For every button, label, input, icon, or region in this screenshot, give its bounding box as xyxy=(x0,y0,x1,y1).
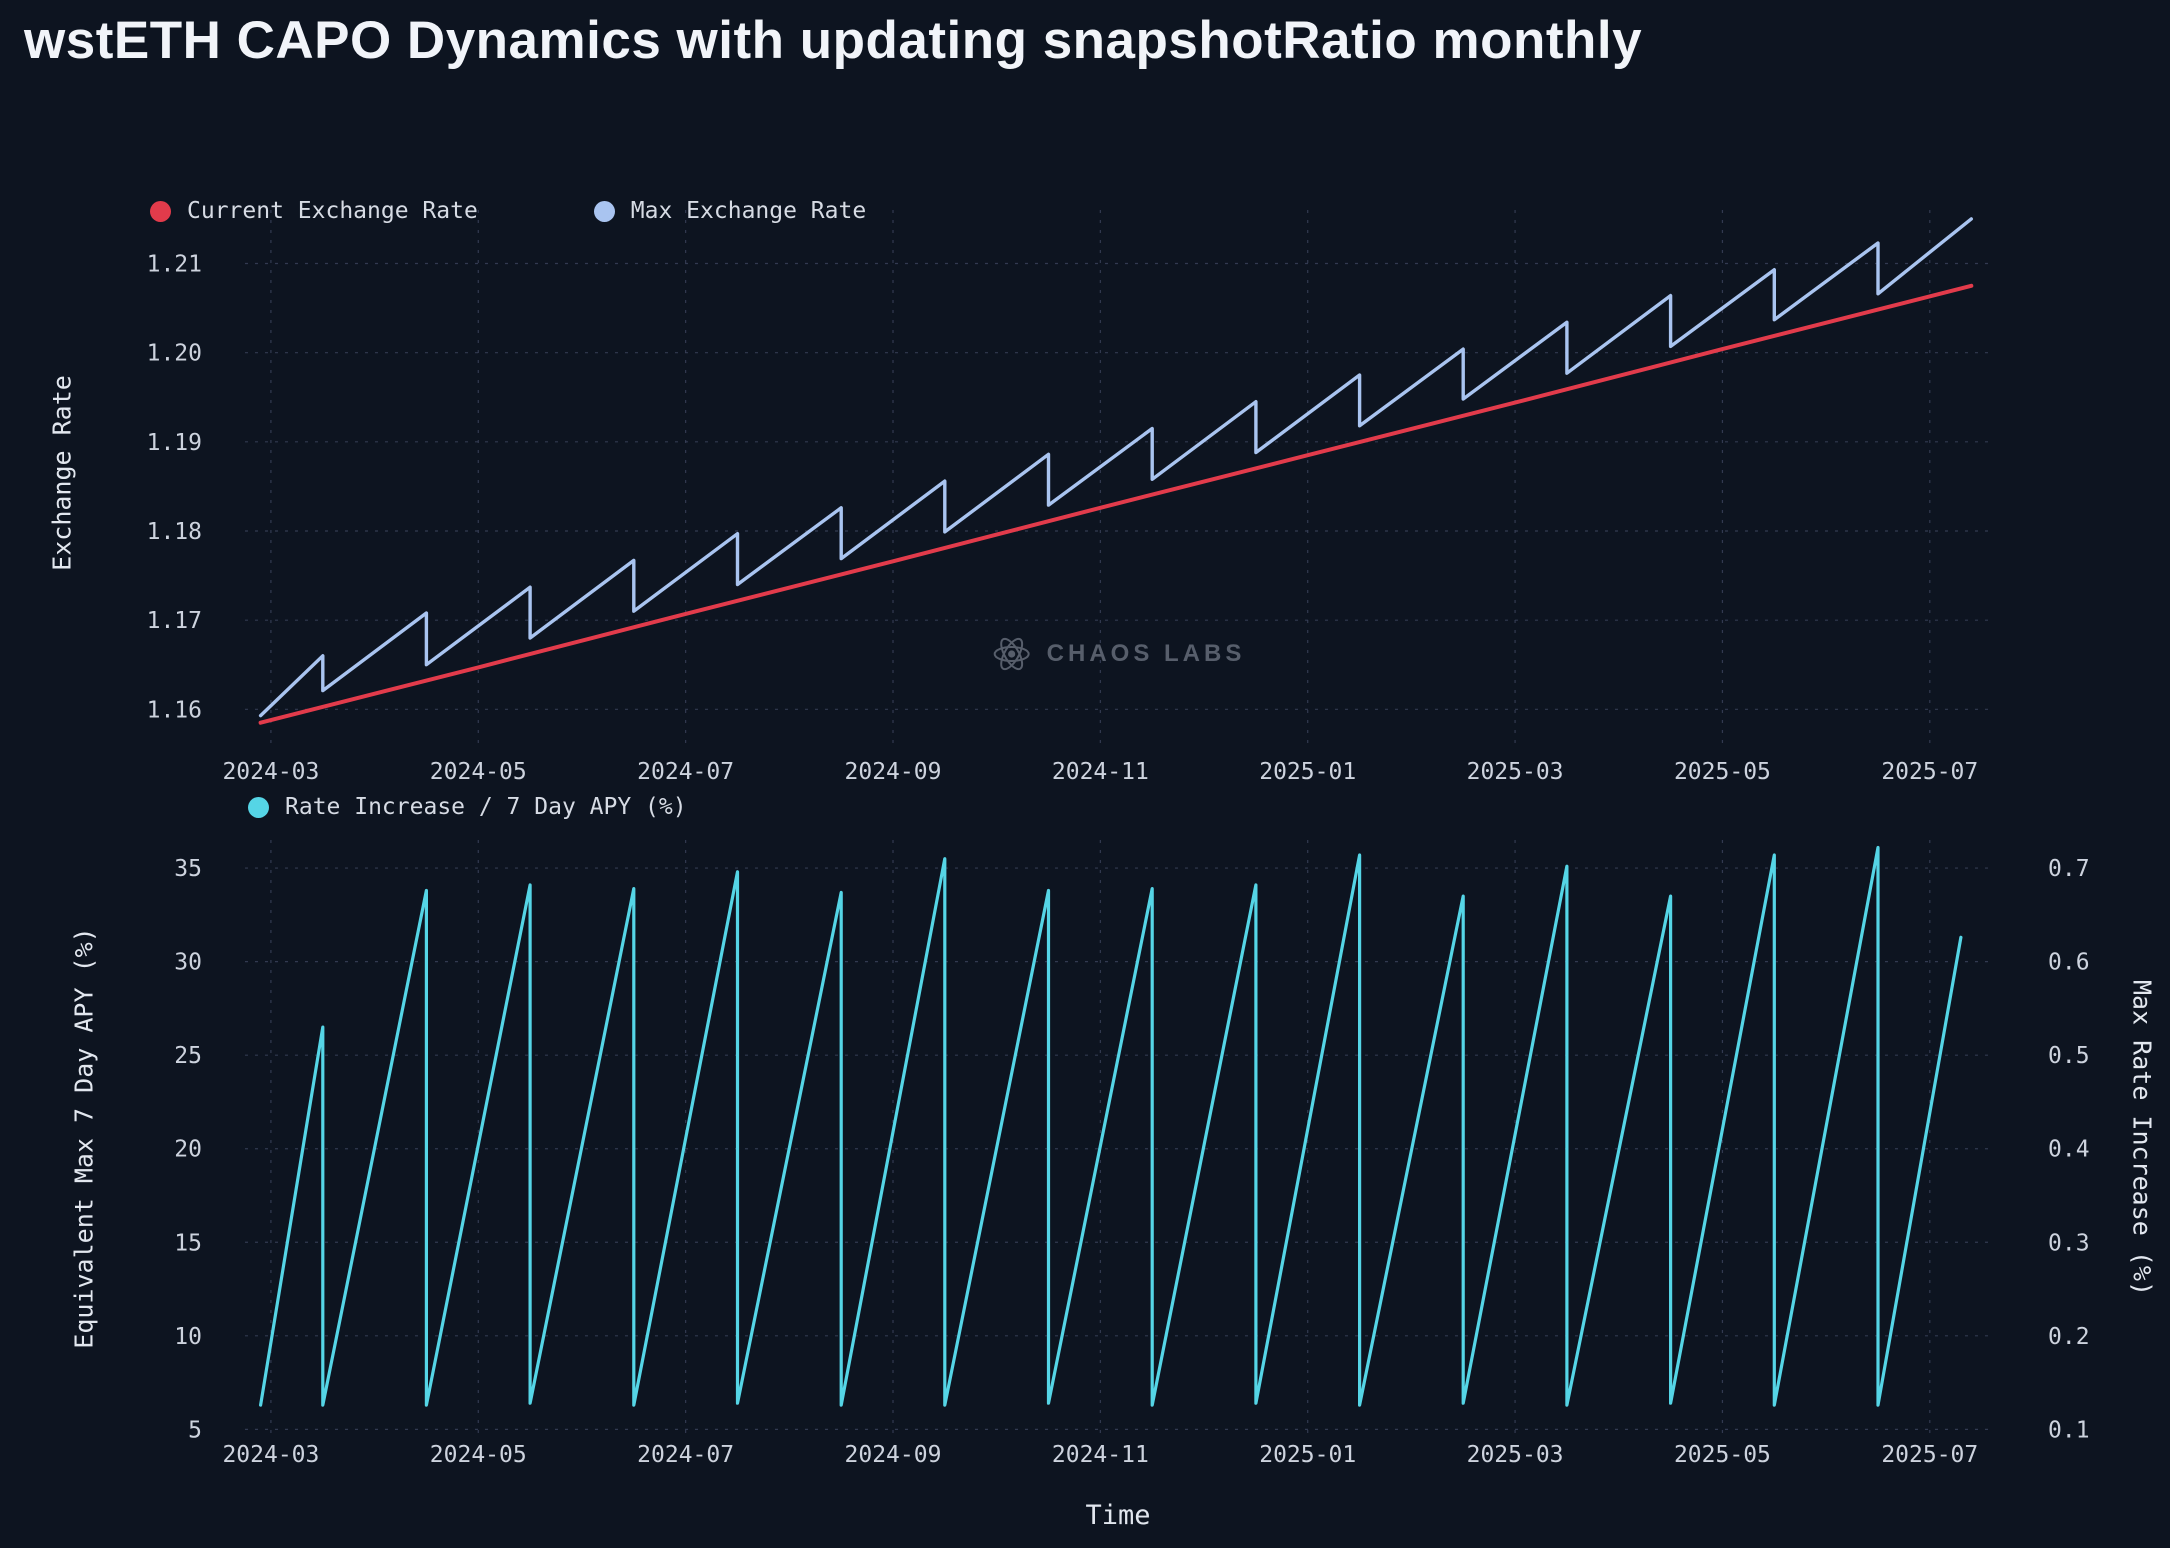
top-chart-legend: Current Exchange Rate Max Exchange Rate xyxy=(150,198,866,224)
series-rate-increase-7-day-apy xyxy=(259,845,1963,1407)
right-y-tick-label: 0.2 xyxy=(2048,1324,2090,1350)
x-tick-label: 2025-05 xyxy=(1674,759,1771,785)
y-tick-label: 1.17 xyxy=(147,608,202,634)
legend-item-rate-increase: Rate Increase / 7 Day APY (%) xyxy=(248,794,687,820)
legend-label: Max Exchange Rate xyxy=(630,198,867,224)
x-tick-label: 2024-09 xyxy=(845,1442,942,1468)
x-tick-label: 2024-03 xyxy=(222,759,319,785)
x-tick-label: 2025-03 xyxy=(1467,1442,1564,1468)
y-tick-label: 10 xyxy=(174,1324,202,1350)
legend-label: Rate Increase / 7 Day APY (%) xyxy=(285,794,687,820)
y-tick-label: 1.16 xyxy=(147,697,202,723)
watermark: CHAOS LABS xyxy=(991,633,1246,675)
legend-item-max-exchange-rate: Max Exchange Rate xyxy=(593,198,867,224)
x-tick-label: 2025-03 xyxy=(1467,759,1564,785)
top-y-axis-title: Exchange Rate xyxy=(47,375,77,571)
x-tick-label: 2024-09 xyxy=(845,759,942,785)
y-tick-label: 1.20 xyxy=(147,341,202,367)
series-max-exchange-rate xyxy=(258,217,1974,718)
watermark-text: CHAOS LABS xyxy=(1046,640,1246,667)
right-y-tick-label: 0.5 xyxy=(2048,1043,2090,1069)
max-exchange-rate-dot-icon xyxy=(593,200,615,222)
legend-item-current-exchange-rate: Current Exchange Rate xyxy=(150,198,478,224)
y-tick-label: 20 xyxy=(174,1137,202,1163)
x-tick-label: 2024-07 xyxy=(637,759,734,785)
x-tick-label: 2025-05 xyxy=(1674,1442,1771,1468)
x-axis-title: Time xyxy=(1085,1500,1151,1531)
x-tick-label: 2025-01 xyxy=(1259,759,1356,785)
apy-rate-increase-chart: 2024-03 2024-05 2024-07 2024-09 2024-11 2025-… xyxy=(174,840,2090,1468)
chaos-labs-logo-icon xyxy=(993,637,1030,671)
exchange-rate-chart: 2024-03 2024-05 2024-07 2024-09 2024-11 2025-… xyxy=(147,210,1992,785)
x-tick-label: 2025-07 xyxy=(1881,1442,1978,1468)
current-exchange-rate-dot-icon xyxy=(150,200,171,222)
series-current-exchange-rate xyxy=(258,283,1974,725)
right-y-tick-label: 0.6 xyxy=(2048,950,2090,976)
x-tick-label: 2025-01 xyxy=(1259,1442,1356,1468)
x-tick-label: 2024-11 xyxy=(1052,1442,1149,1468)
legend-label: Current Exchange Rate xyxy=(187,198,478,224)
y-tick-label: 30 xyxy=(174,950,202,976)
right-y-tick-label: 0.3 xyxy=(2048,1230,2090,1256)
bottom-left-y-axis-title: Equivalent Max 7 Day APY (%) xyxy=(69,927,99,1349)
y-tick-label: 5 xyxy=(188,1417,202,1443)
y-tick-label: 1.19 xyxy=(147,430,202,456)
x-tick-label: 2025-07 xyxy=(1881,759,1978,785)
rate-increase-dot-icon xyxy=(248,796,269,818)
x-tick-label: 2024-11 xyxy=(1052,759,1149,785)
y-tick-label: 35 xyxy=(174,856,202,882)
bottom-right-y-axis-title: Max Rate Increase (%) xyxy=(2127,979,2157,1297)
right-y-tick-label: 0.4 xyxy=(2048,1137,2090,1163)
x-tick-label: 2024-05 xyxy=(430,759,527,785)
bottom-chart-legend: Rate Increase / 7 Day APY (%) xyxy=(248,794,687,820)
x-tick-label: 2024-07 xyxy=(637,1442,734,1468)
y-tick-label: 1.18 xyxy=(147,519,202,545)
y-tick-label: 1.21 xyxy=(147,252,202,278)
x-tick-label: 2024-03 xyxy=(222,1442,319,1468)
x-tick-label: 2024-05 xyxy=(430,1442,527,1468)
right-y-tick-label: 0.1 xyxy=(2048,1417,2090,1443)
page-title: wstETH CAPO Dynamics with updating snaps… xyxy=(24,11,1643,70)
y-tick-label: 25 xyxy=(174,1043,202,1069)
right-y-tick-label: 0.7 xyxy=(2048,856,2090,882)
y-tick-label: 15 xyxy=(174,1230,202,1256)
